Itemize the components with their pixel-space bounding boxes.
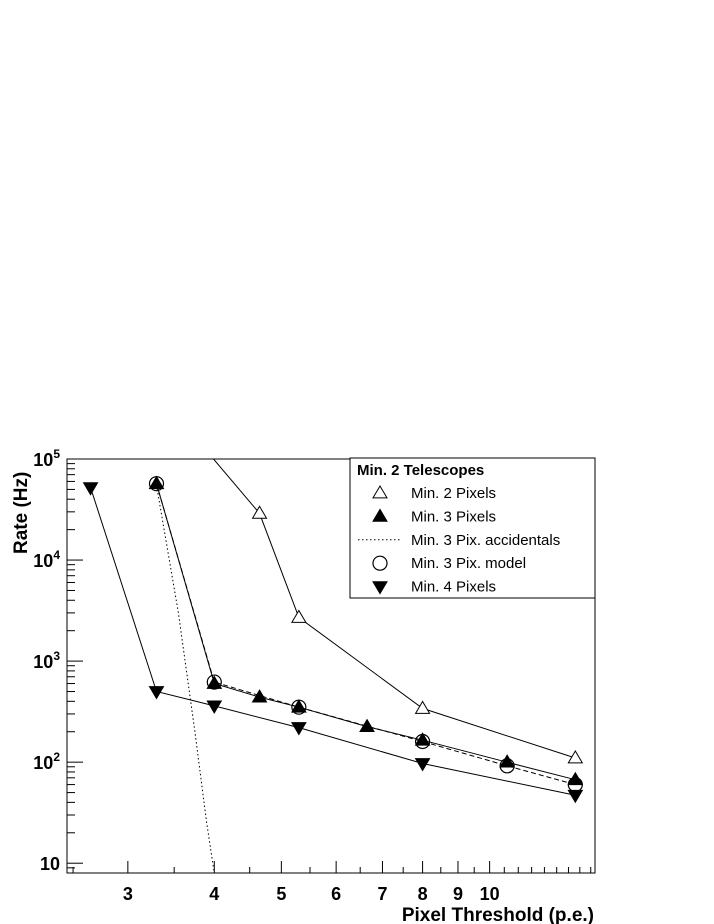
min-2-pixels-point: [414, 700, 431, 714]
x-tick-label: 9: [453, 884, 463, 904]
legend-marker: [372, 485, 388, 499]
min-3-pixels-point: [148, 475, 165, 490]
series-min-2-pixels: [212, 459, 584, 764]
axis-ticks: 3 4 5 6 7 8 9 10 10 102 103 104 105: [33, 447, 592, 904]
legend-label: Min. 3 Pixels: [411, 508, 496, 525]
y-tick-label: 105: [33, 447, 60, 470]
legend-item: Min. 3 Pix. model: [372, 555, 526, 572]
min-3-pix-model-point: [414, 733, 431, 750]
min-3-pix-model-point: [499, 758, 515, 774]
min-2-pixels-point: [251, 505, 268, 519]
min-4-pixels-point: [567, 789, 584, 804]
min-4-pixels-point: [82, 482, 99, 496]
legend-title: Min. 2 Telescopes: [357, 462, 484, 479]
x-tick-label: 3: [123, 884, 133, 904]
min-3-pix-model-point: [567, 776, 583, 793]
min-2-pixels-point: [567, 749, 584, 764]
min-4-pixels-point: [290, 722, 307, 736]
y-tick-label: 10: [40, 854, 60, 874]
legend-box: [349, 457, 596, 599]
x-tick-label: 8: [418, 884, 428, 904]
x-tick-label: 5: [276, 884, 286, 904]
y-tick-label: 102: [33, 750, 60, 773]
legend: Min. 2 Telescopes Min. 2 Pixels Min. 3 Pi…: [349, 457, 596, 599]
legend-item: Min. 3 Pixels: [372, 508, 496, 525]
series-layer: [82, 459, 584, 873]
x-tick-label: 7: [377, 884, 387, 904]
min-3-pixels-point: [499, 754, 516, 768]
x-axis-title: Pixel Threshold (p.e.): [402, 905, 594, 924]
legend-marker: [372, 581, 388, 595]
legend-item: Min. 4 Pixels: [372, 579, 496, 596]
legend-item: Min. 3 Pix. accidentals: [358, 532, 560, 549]
min-3-pixels-point: [206, 675, 223, 689]
series-min-4-pixels: [82, 482, 584, 804]
legend-label: Min. 3 Pix. model: [411, 555, 526, 572]
y-tick-label: 103: [33, 649, 60, 672]
y-tick-label: 104: [33, 548, 60, 571]
min-4-pixels-point: [206, 700, 223, 714]
legend-marker: [372, 555, 388, 571]
min-3-pix-model-point: [148, 476, 165, 492]
min-4-pixels-point: [148, 686, 165, 700]
min-3-pix-model-line: [156, 483, 576, 786]
x-tick-label: 6: [331, 884, 341, 904]
min-3-pix-model-point: [206, 674, 222, 690]
y-axis-title: Rate (Hz): [11, 472, 32, 554]
series-min-3-pix-accidentals: [156, 485, 215, 873]
legend-item: Min. 2 Pixels: [372, 485, 496, 502]
legend-marker: [372, 508, 388, 522]
min-4-pixels-line: [90, 487, 576, 796]
legend-items: Min. 2 Pixels Min. 3 Pixels Min. 3 Pix. ac…: [358, 485, 560, 596]
series-min-3-pix-model: [148, 476, 583, 793]
min-4-pixels-point: [414, 758, 431, 772]
min-3-pix-model-point: [291, 699, 307, 715]
min-3-pix-accidentals-line: [156, 485, 215, 873]
legend-label: Min. 4 Pixels: [411, 579, 496, 596]
legend-label: Min. 2 Pixels: [411, 485, 496, 502]
x-tick-label: 10: [480, 884, 500, 904]
legend-label: Min. 3 Pix. accidentals: [411, 532, 560, 549]
x-tick-label: 4: [209, 884, 219, 904]
min-2-pixels-point: [290, 609, 307, 623]
